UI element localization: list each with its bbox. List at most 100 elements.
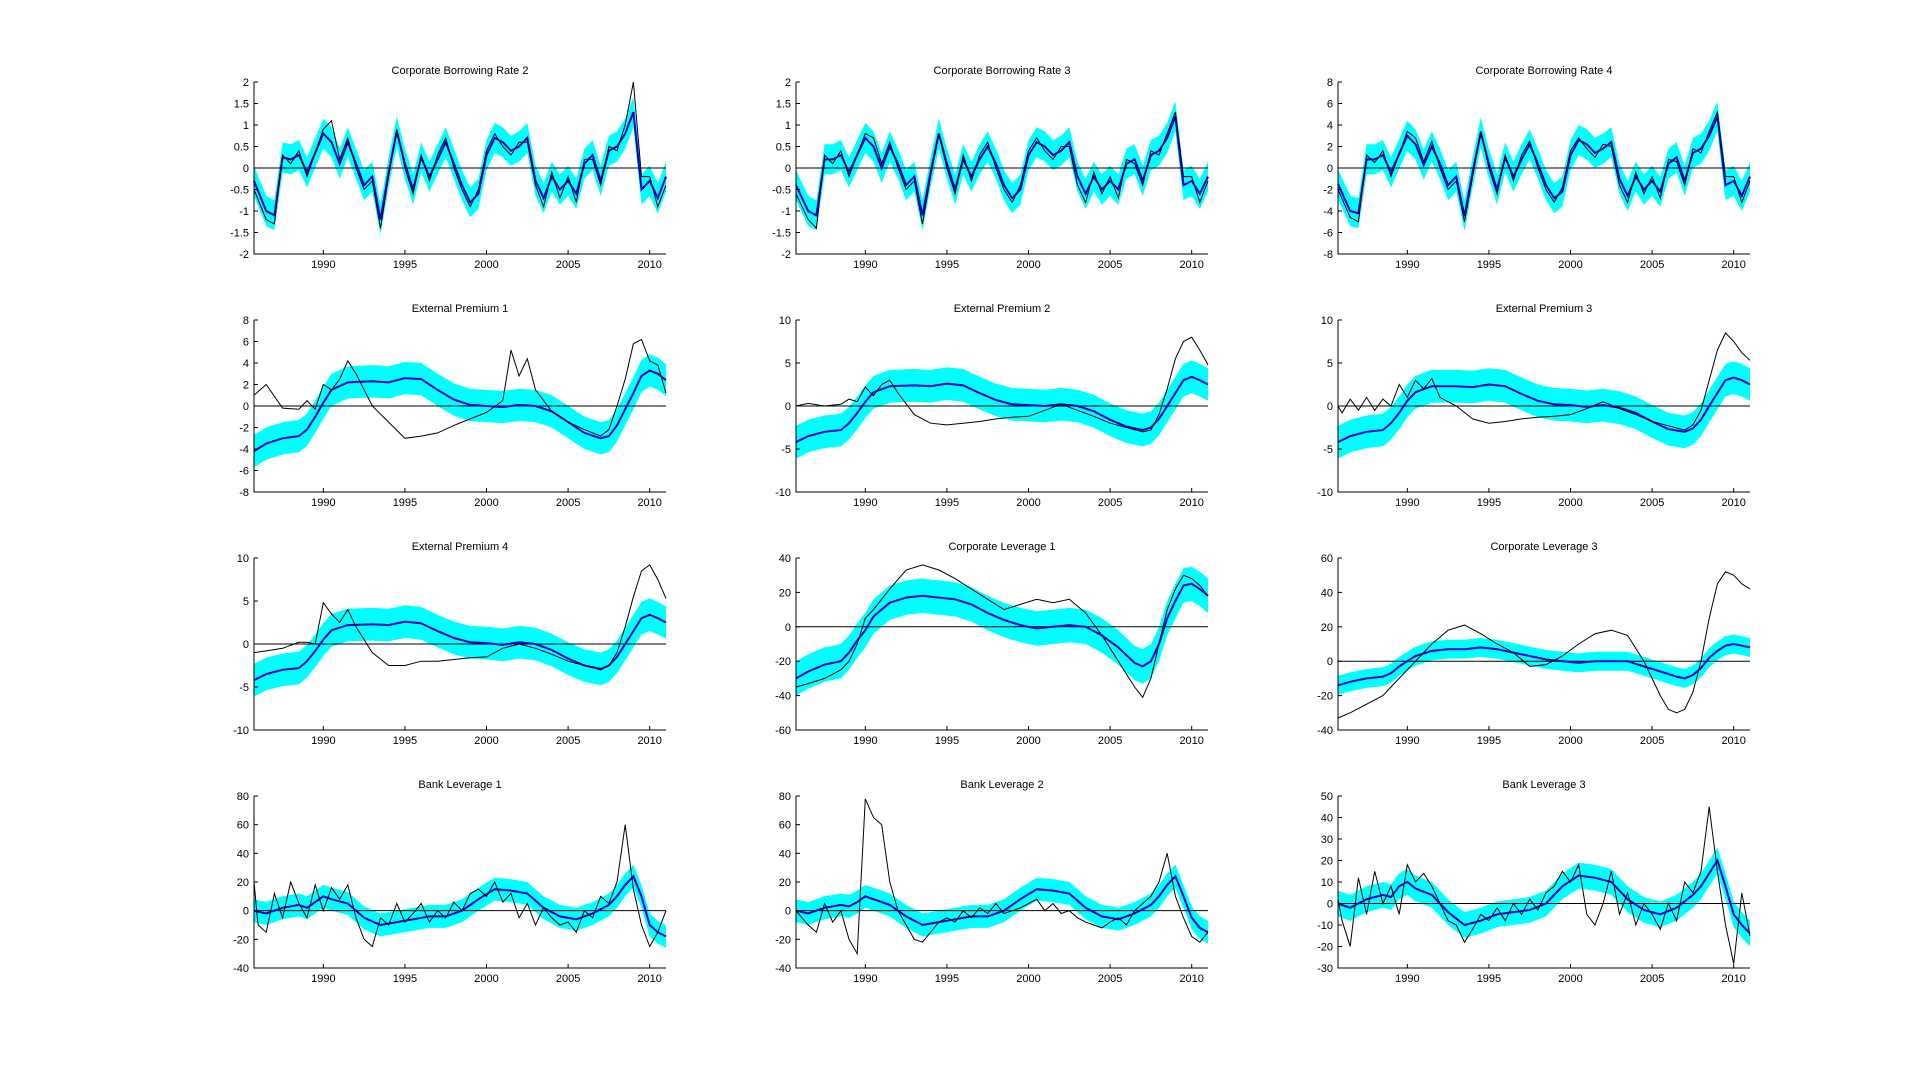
x-tick-label: 1990	[853, 259, 877, 271]
x-tick-label: 2000	[1016, 735, 1040, 747]
x-tick-label: 2000	[474, 735, 498, 747]
x-tick-label: 1995	[935, 735, 959, 747]
y-tick-label: 10	[1321, 315, 1333, 327]
x-tick-label: 2005	[556, 259, 580, 271]
x-tick-label: 1995	[935, 973, 959, 985]
x-tick-label: 2000	[474, 973, 498, 985]
subplot-10: Bank Leverage 1 -40 -20 0 20 40 60 80 1990 1995 20…	[233, 779, 667, 985]
subplot-title: Corporate Borrowing Rate 2	[392, 65, 529, 77]
y-tick-label: -40	[775, 691, 791, 703]
y-tick-label: 30	[1321, 834, 1333, 846]
subplot-8: Corporate Leverage 1 -60 -40 -20 0 20 40 1990 19…	[775, 541, 1209, 747]
x-tick-label: 2010	[1721, 259, 1745, 271]
y-tick-label: -2	[239, 423, 249, 435]
x-tick-label: 1995	[393, 497, 417, 509]
y-tick-label: 2	[1327, 142, 1333, 154]
subplot-title: Bank Leverage 1	[418, 779, 501, 791]
subplot-title: External Premium 3	[1496, 303, 1593, 315]
actual-series-line	[795, 336, 1209, 433]
median-series-line	[795, 874, 1209, 934]
y-tick-label: 60	[779, 820, 791, 832]
x-tick-label: 2000	[1558, 735, 1582, 747]
x-tick-label: 1990	[853, 735, 877, 747]
median-series-line	[253, 111, 667, 220]
y-tick-label: -4	[1323, 206, 1333, 218]
y-tick-label: -40	[233, 963, 249, 975]
y-tick-label: -8	[1323, 249, 1333, 261]
x-tick-label: 1990	[311, 973, 335, 985]
y-tick-label: -5	[781, 444, 791, 456]
y-tick-label: 0	[1327, 899, 1333, 911]
y-tick-label: -2	[239, 249, 249, 261]
y-tick-label: 5	[1327, 358, 1333, 370]
y-tick-label: -40	[1317, 725, 1333, 737]
x-tick-label: 1990	[1395, 497, 1419, 509]
x-tick-label: 2010	[1721, 735, 1745, 747]
x-tick-label: 2010	[1721, 973, 1745, 985]
y-tick-label: -10	[1317, 920, 1333, 932]
y-tick-label: -30	[1317, 963, 1333, 975]
median-series-line	[253, 874, 667, 938]
x-tick-label: 2010	[1179, 497, 1203, 509]
x-tick-label: 2005	[1098, 497, 1122, 509]
actual-series-line	[1337, 571, 1751, 719]
y-tick-label: -10	[233, 725, 249, 737]
actual-series-line	[795, 111, 1209, 230]
y-tick-label: 10	[237, 553, 249, 565]
subplot-9: Corporate Leverage 3 -40 -20 0 20 40 60 1990 199…	[1317, 541, 1751, 747]
x-tick-label: 1995	[935, 259, 959, 271]
x-tick-label: 2000	[1558, 973, 1582, 985]
y-tick-label: 2	[785, 77, 791, 89]
subplot-7: External Premium 4 -10 -5 0 5 10 1990 1995 2000 2…	[233, 541, 667, 747]
y-tick-label: -20	[1317, 942, 1333, 954]
x-tick-label: 2000	[1016, 973, 1040, 985]
y-tick-label: 2	[243, 77, 249, 89]
x-tick-label: 2005	[1098, 973, 1122, 985]
y-tick-label: 0	[785, 401, 791, 413]
subplot-title: Corporate Borrowing Rate 3	[934, 65, 1071, 77]
y-tick-label: 1.5	[234, 99, 249, 111]
y-tick-label: 0	[1327, 401, 1333, 413]
y-tick-label: 0.5	[776, 142, 791, 154]
median-series-line	[1337, 112, 1751, 217]
y-tick-label: -4	[239, 444, 249, 456]
actual-series-line	[253, 824, 667, 948]
y-tick-label: -6	[1323, 228, 1333, 240]
y-tick-label: -20	[1317, 691, 1333, 703]
x-tick-label: 2005	[1640, 973, 1664, 985]
y-tick-label: -0.5	[772, 185, 791, 197]
subplot-1: Corporate Borrowing Rate 2 -2 -1.5 -1 -0.5 0 0…	[230, 65, 667, 271]
y-tick-label: 6	[1327, 99, 1333, 111]
y-tick-label: -10	[775, 487, 791, 499]
confidence-band	[796, 101, 1208, 231]
subplot-grid: Corporate Borrowing Rate 2 -2 -1.5 -1 -0.5 0 0…	[230, 65, 1751, 985]
y-tick-label: -5	[239, 682, 249, 694]
x-tick-label: 1995	[1477, 497, 1501, 509]
y-tick-label: -5	[1323, 444, 1333, 456]
x-tick-label: 2010	[637, 259, 661, 271]
median-series-line	[253, 369, 667, 452]
x-tick-label: 2005	[556, 497, 580, 509]
x-tick-label: 2010	[1721, 497, 1745, 509]
actual-series-line	[795, 564, 1209, 699]
actual-series-line	[253, 338, 667, 439]
x-tick-label: 2010	[637, 973, 661, 985]
y-tick-label: 6	[243, 337, 249, 349]
y-tick-label: 40	[779, 553, 791, 565]
x-tick-label: 2005	[1640, 259, 1664, 271]
actual-series-line	[253, 564, 667, 671]
y-tick-label: 60	[237, 820, 249, 832]
y-tick-label: 8	[243, 315, 249, 327]
subplot-title: Bank Leverage 3	[1502, 779, 1585, 791]
y-tick-label: -8	[239, 487, 249, 499]
x-tick-label: 2000	[1016, 259, 1040, 271]
x-tick-label: 1995	[393, 973, 417, 985]
x-tick-label: 1990	[311, 497, 335, 509]
y-tick-label: -1.5	[772, 228, 791, 240]
x-tick-label: 2005	[1640, 497, 1664, 509]
subplot-4: External Premium 1 -8 -6 -4 -2 0 2 4 6 8 1990 1995 2…	[239, 303, 667, 509]
x-tick-label: 2010	[637, 497, 661, 509]
x-tick-label: 2005	[556, 973, 580, 985]
y-tick-label: 0	[785, 622, 791, 634]
